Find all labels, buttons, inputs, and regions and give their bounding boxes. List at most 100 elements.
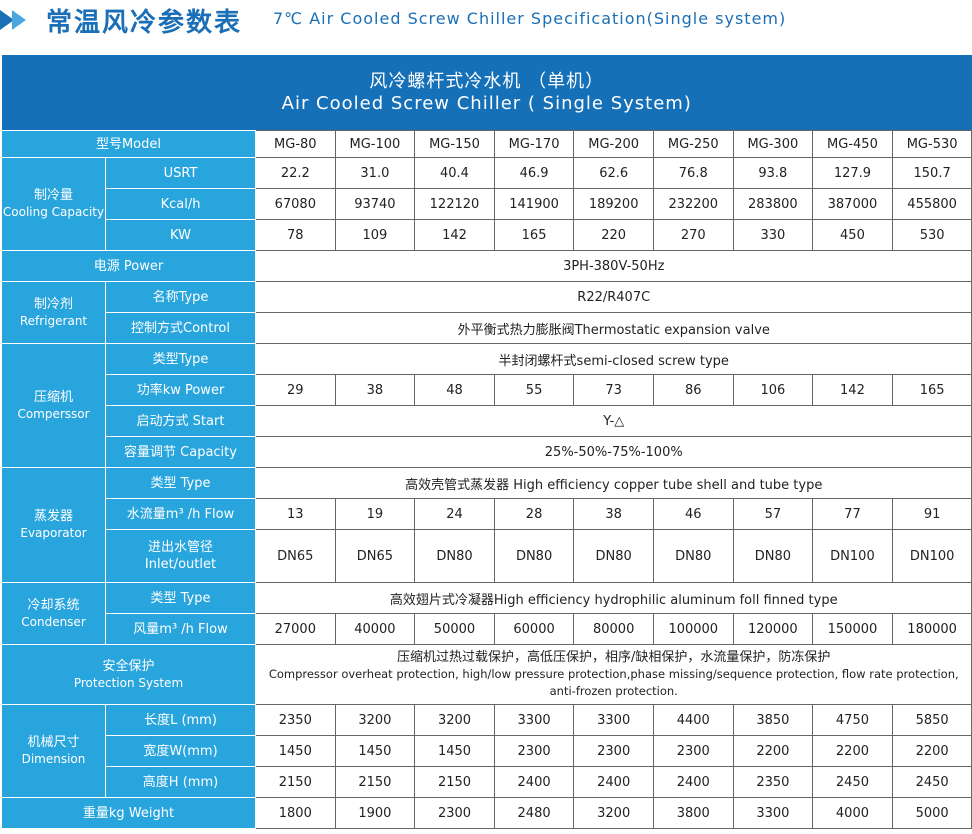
row-label: 控制方式Control — [105, 312, 256, 344]
value-cell: 2350 — [255, 704, 336, 736]
group-label-en: Evaporator — [20, 526, 87, 540]
value-cell: 2150 — [414, 766, 495, 798]
value-cell: 232200 — [652, 188, 734, 220]
model-cell: MG-530 — [891, 130, 972, 158]
group-label: 重量kg Weight — [1, 797, 256, 829]
group-label-cn: 蒸发器 — [33, 509, 73, 524]
value-cell: 62.6 — [573, 157, 654, 189]
group-label: 冷却系统 Condenser — [1, 582, 106, 645]
table-row: 制冷剂 Refrigerant 名称Type R22/R407C — [1, 281, 972, 344]
value-cell: 3850 — [732, 704, 814, 736]
group-label-en: Comperssor — [17, 406, 90, 421]
value-cell: DN80 — [652, 529, 734, 583]
value-cell: 40.4 — [414, 157, 495, 189]
spanning-value-cell: 3PH-380V-50Hz — [254, 250, 972, 282]
value-cell: 38 — [573, 498, 654, 530]
value-cell: 2300 — [652, 735, 734, 767]
group-label-cn: 机械尺寸 — [27, 735, 80, 750]
spanning-value-cell: 高效壳管式蒸发器 High efficiency copper tube she… — [254, 467, 972, 499]
table-row: 电源 Power 3PH-380V-50Hz — [1, 250, 972, 282]
row-label-text: 宽度W(mm) — [143, 743, 218, 759]
value-cell: DN80 — [493, 529, 575, 583]
value-cell: 13 — [255, 498, 336, 530]
value-cell: 1900 — [334, 797, 416, 829]
value-cell: 91 — [891, 498, 972, 530]
value-cell: 142 — [812, 374, 893, 406]
value-cell: 5850 — [891, 704, 972, 736]
value-cell: 2400 — [573, 766, 654, 798]
table-title-en: Air Cooled Screw Chiller ( Single System… — [281, 92, 692, 114]
value-cell: 3800 — [652, 797, 734, 829]
spanning-value: Y-△ — [603, 413, 625, 429]
value-cell: 220 — [573, 219, 654, 251]
row-label: 宽度W(mm) — [105, 735, 256, 767]
group-label-cn: 电源 Power — [93, 258, 164, 274]
value-cell: 1800 — [255, 797, 336, 829]
table-row: 水流量m³ /h Flow 13 19 24 28 38 46 57 77 91 — [2, 498, 972, 530]
value-cell: 150.7 — [891, 157, 972, 189]
value-cell: 29 — [255, 374, 336, 406]
value-cell: 165 — [891, 374, 972, 406]
row-label-text: 名称Type — [152, 289, 209, 305]
row-label: 启动方式 Start — [105, 405, 256, 437]
table-row: 高度H (mm) 2150 2150 2150 2400 2400 2400 2350 2450… — [2, 766, 972, 798]
value-cell: 2450 — [891, 766, 972, 798]
group-label: 制冷剂 Refrigerant — [1, 281, 106, 344]
value-cell: 46 — [652, 498, 734, 530]
value-cell: 450 — [812, 219, 893, 251]
value-cell: 40000 — [334, 613, 416, 645]
value-cell: 122120 — [414, 188, 495, 220]
row-label-text: 控制方式Control — [131, 320, 230, 336]
model-cell: MG-170 — [493, 130, 575, 158]
spanning-value-cell: 压缩机过热过载保护，高低压保护，相序/缺相保护，水流量保护，防冻保护 Compre… — [254, 644, 972, 705]
spanning-value: 外平衡式热力膨胀阀Thermostatic expansion valve — [457, 322, 770, 338]
model-cell: MG-100 — [334, 130, 416, 158]
value-cell: 109 — [334, 219, 416, 251]
value-cell: 93.8 — [732, 157, 814, 189]
value-cell: 2350 — [732, 766, 814, 798]
value-cell: 330 — [732, 219, 814, 251]
spanning-value-cell: 25%-50%-75%-100% — [254, 436, 972, 468]
spec-table: 风冷螺杆式冷水机 （单机） Air Cooled Screw Chiller (… — [1, 55, 972, 829]
table-row: 功率kw Power 29 38 48 55 73 86 106 142 165 — [2, 374, 972, 406]
spanning-value: 3PH-380V-50Hz — [563, 258, 665, 274]
value-cell: 55 — [493, 374, 575, 406]
value-cell: 387000 — [812, 188, 893, 220]
value-cell: 150000 — [812, 613, 893, 645]
value-cell: 455800 — [891, 188, 972, 220]
table-title: 风冷螺杆式冷水机 （单机） Air Cooled Screw Chiller (… — [1, 55, 972, 131]
spanning-value: R22/R407C — [577, 289, 651, 305]
group-label: 电源 Power — [1, 250, 256, 282]
value-cell: 2200 — [732, 735, 814, 767]
value-cell: 3300 — [573, 704, 654, 736]
row-label: Kcal/h — [105, 188, 256, 220]
row-label-text: 启动方式 Start — [136, 413, 225, 429]
model-cell: MG-300 — [732, 130, 814, 158]
table-row: KW 78 109 142 165 220 270 330 450 530 — [2, 219, 972, 251]
value-cell: 57 — [732, 498, 814, 530]
value-cell: DN100 — [812, 529, 893, 583]
value-cell: 60000 — [493, 613, 575, 645]
value-cell: 2400 — [652, 766, 734, 798]
value-cell: 1450 — [255, 735, 336, 767]
value-cell: 73 — [573, 374, 654, 406]
value-cell: 19 — [334, 498, 416, 530]
table-title-cn: 风冷螺杆式冷水机 （单机） — [369, 70, 605, 92]
table-row: 容量调节 Capacity 25%-50%-75%-100% — [2, 436, 972, 468]
model-label: 型号Model — [1, 130, 256, 158]
row-label-text-en: Inlet/outlet — [144, 557, 217, 572]
group-label: 安全保护 Protection System — [1, 644, 256, 705]
row-label-text: 类型Type — [152, 351, 209, 367]
value-cell: 4400 — [652, 704, 734, 736]
value-cell: 5000 — [891, 797, 972, 829]
row-label: 水流量m³ /h Flow — [105, 498, 256, 530]
table-row: Kcal/h 67080 93740 122120 141900 189200 232200… — [2, 188, 972, 220]
table-row: 启动方式 Start Y-△ — [2, 405, 972, 437]
row-label: 功率kw Power — [105, 374, 256, 406]
row-label-text: 风量m³ /h Flow — [133, 621, 228, 637]
group-label-cn: 制冷量 — [33, 188, 73, 203]
value-cell: 67080 — [255, 188, 336, 220]
value-cell: 2150 — [255, 766, 336, 798]
value-cell: 76.8 — [652, 157, 734, 189]
model-cell: MG-250 — [652, 130, 734, 158]
